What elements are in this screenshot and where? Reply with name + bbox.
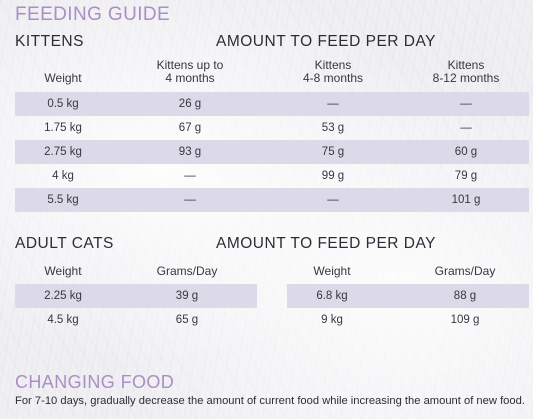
table-cell: — <box>460 98 472 110</box>
adult-column-header: Grams/Day <box>156 264 218 278</box>
table-cell: 4.5 kg <box>47 314 79 326</box>
kittens-column-header: Kittens 4-8 months <box>273 59 393 85</box>
kittens-column-header: Kittens 8-12 months <box>406 59 526 85</box>
changing-food-heading: CHANGING FOOD <box>15 372 175 392</box>
column-header-line: Weight <box>44 71 82 85</box>
table-cell: 0.5 kg <box>47 98 79 110</box>
table-cell: — <box>327 194 339 206</box>
changing-food-text: For 7-10 days, gradually decrease the am… <box>15 395 525 407</box>
adult-amount-heading: AMOUNT TO FEED PER DAY <box>216 235 437 252</box>
kittens-heading: KITTENS <box>15 33 84 50</box>
table-cell: 2.25 kg <box>44 290 82 302</box>
table-cell: — <box>460 122 472 134</box>
column-header-line: 8-12 months <box>432 71 500 85</box>
table-cell: 88 g <box>453 290 477 302</box>
table-cell: 39 g <box>175 290 199 302</box>
table-cell: 109 g <box>450 314 480 326</box>
table-cell: 9 kg <box>321 314 343 326</box>
column-header-line: Kittens <box>447 58 485 72</box>
table-cell: 65 g <box>175 314 199 326</box>
table-cell: — <box>327 98 339 110</box>
column-header-line: 4-8 months <box>302 71 364 85</box>
table-cell: 4 kg <box>52 170 74 182</box>
table-cell: 2.75 kg <box>44 146 82 158</box>
table-cell: 75 g <box>321 146 345 158</box>
table-cell: 101 g <box>451 194 481 206</box>
table-cell: 67 g <box>178 122 202 134</box>
adult-column-header: Weight <box>313 264 351 278</box>
table-cell: 26 g <box>178 98 202 110</box>
table-row-band <box>15 188 529 212</box>
table-cell: 6.8 kg <box>316 290 348 302</box>
table-row-band <box>287 284 529 308</box>
table-row-band <box>15 284 257 308</box>
table-cell: — <box>184 170 196 182</box>
table-cell: 99 g <box>321 170 345 182</box>
table-cell: 53 g <box>321 122 345 134</box>
adult-cats-heading: ADULT CATS <box>15 235 114 252</box>
table-row-band <box>15 140 529 164</box>
adult-column-header: Weight <box>44 264 82 278</box>
column-header-line: Kittens <box>314 58 352 72</box>
column-header-line: Kittens up to <box>156 58 224 72</box>
table-cell: — <box>184 194 196 206</box>
kittens-column-header: Weight <box>3 72 123 85</box>
column-header-line: 4 months <box>165 71 215 85</box>
table-cell: 93 g <box>178 146 202 158</box>
page-title: FEEDING GUIDE <box>15 4 171 25</box>
kittens-amount-heading: AMOUNT TO FEED PER DAY <box>216 33 437 50</box>
table-row-band <box>15 92 529 116</box>
table-cell: 5.5 kg <box>47 194 79 206</box>
adult-column-header: Grams/Day <box>434 264 496 278</box>
table-cell: 1.75 kg <box>44 122 82 134</box>
kittens-column-header: Kittens up to 4 months <box>130 59 250 85</box>
table-cell: 79 g <box>454 170 478 182</box>
table-cell: 60 g <box>454 146 478 158</box>
